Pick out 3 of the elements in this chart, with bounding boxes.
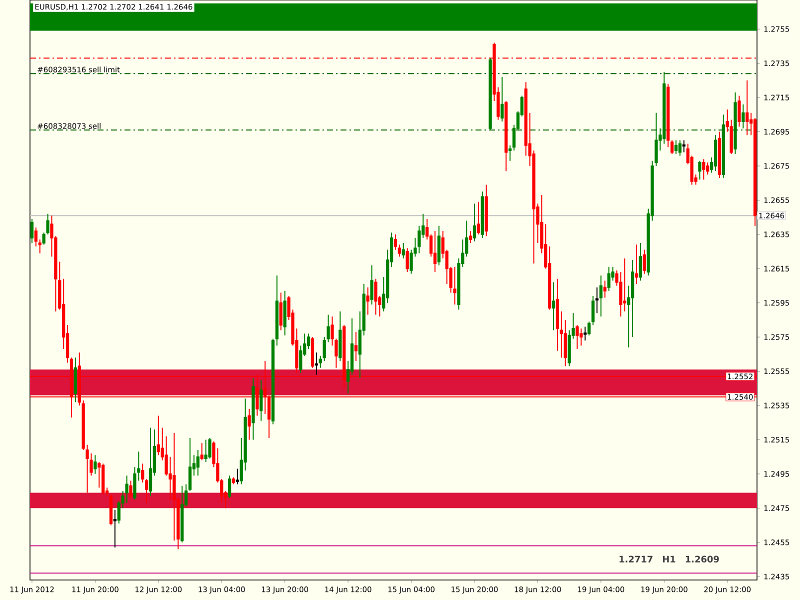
annotation: 1.2609 [686,556,719,563]
annotation: 1.2717 [620,556,652,562]
annotation: H1 [662,556,676,562]
